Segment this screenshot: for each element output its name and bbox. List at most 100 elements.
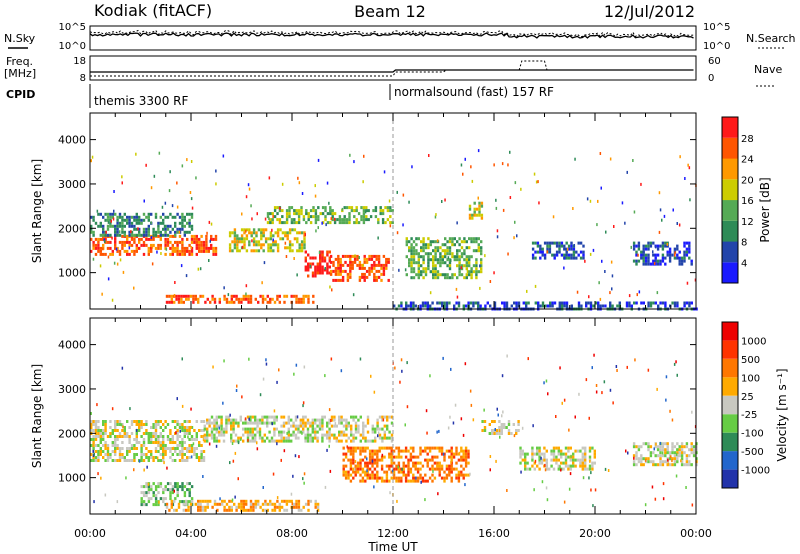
echo-cell <box>534 301 537 305</box>
echo-cell <box>441 255 444 259</box>
echo-cell <box>635 250 638 254</box>
echo-cell <box>213 297 217 301</box>
echo-cell <box>688 250 691 254</box>
echo-cell <box>282 421 286 425</box>
echo-cell <box>572 452 575 456</box>
echo-cell <box>552 452 556 456</box>
echo-cell <box>434 276 437 280</box>
echo-cell <box>164 453 167 456</box>
echo-cell <box>181 500 184 504</box>
echo-cell <box>171 234 174 238</box>
echo-cell <box>417 237 420 241</box>
echo-cell <box>166 447 170 450</box>
echo-cell <box>374 436 377 440</box>
echo-cell <box>307 262 310 266</box>
echo-cell <box>538 201 540 205</box>
echo-cell <box>157 423 160 426</box>
echo-cell <box>300 297 303 301</box>
echo-cell <box>685 463 689 467</box>
echo-cell <box>245 234 249 238</box>
echo-cell <box>448 301 451 305</box>
echo-cell <box>326 221 330 225</box>
echo-cell <box>172 446 175 450</box>
echo-cell <box>517 301 521 305</box>
echo-cell <box>311 421 314 425</box>
echo-cell <box>104 233 107 237</box>
echo-cell <box>230 418 233 422</box>
echo-cell <box>441 249 444 253</box>
echo-cell <box>654 463 657 467</box>
echo-cell <box>688 247 691 251</box>
echo-cell <box>450 455 453 459</box>
echo-cell <box>197 508 200 512</box>
echo-cell <box>659 259 662 263</box>
echo-cell <box>336 218 339 222</box>
echo-cell <box>261 281 263 285</box>
echo-cell <box>203 433 206 437</box>
echo-cell <box>251 430 254 434</box>
echo-cell <box>152 503 155 507</box>
echo-cell <box>360 206 363 210</box>
echo-cell <box>416 461 420 465</box>
echo-cell <box>330 418 334 422</box>
echo-cell <box>140 503 143 507</box>
echo-cell <box>152 456 155 459</box>
echo-cell <box>585 301 588 305</box>
echo-cell <box>664 451 667 455</box>
echo-cell <box>448 473 451 477</box>
echo-cell <box>261 502 265 506</box>
echo-cell <box>637 247 641 251</box>
echo-cell <box>495 459 497 463</box>
echo-cell <box>410 267 413 271</box>
echo-cell <box>344 476 348 480</box>
echo-cell <box>114 233 117 237</box>
echo-cell <box>343 218 346 222</box>
echo-cell <box>380 266 383 270</box>
echo-cell <box>242 439 245 443</box>
echo-cell <box>369 215 373 219</box>
echo-cell <box>472 264 476 268</box>
echo-cell <box>114 420 117 423</box>
echo-cell <box>142 503 146 507</box>
echo-cell <box>438 467 441 471</box>
echo-cell <box>176 249 179 253</box>
echo-cell <box>314 209 318 213</box>
echo-cell <box>246 436 250 440</box>
echo-cell <box>366 415 370 419</box>
echo-cell <box>285 436 288 440</box>
echo-cell <box>436 258 440 262</box>
echo-cell <box>661 256 665 260</box>
echo-cell <box>383 446 386 450</box>
echo-cell <box>390 452 393 456</box>
echo-cell <box>212 249 215 253</box>
echo-cell <box>303 240 306 244</box>
echo-cell <box>252 243 256 247</box>
echo-cell <box>419 446 422 450</box>
echo-cell <box>94 444 98 447</box>
echo-cell <box>345 221 349 225</box>
echo-cell <box>644 253 648 257</box>
echo-cell <box>231 249 234 253</box>
echo-cell <box>178 500 182 504</box>
echo-cell <box>157 450 160 453</box>
echo-cell <box>257 300 260 304</box>
echo-cell <box>145 432 148 435</box>
echo-cell <box>283 499 286 503</box>
echo-cell <box>373 467 377 471</box>
echo-cell <box>206 436 209 440</box>
echo-cell <box>123 456 126 459</box>
echo-cell <box>326 250 329 254</box>
echo-cell <box>237 502 241 506</box>
echo-cell <box>338 218 342 222</box>
echo-cell <box>283 508 286 512</box>
echo-cell <box>442 356 444 360</box>
echo-cell <box>424 479 427 483</box>
echo-cell <box>471 213 474 217</box>
echo-cell <box>316 268 319 272</box>
echo-cell <box>640 460 643 464</box>
echo-cell <box>370 257 374 261</box>
echo-cell <box>314 212 318 216</box>
echo-cell <box>126 249 129 253</box>
echo-cell <box>297 499 301 503</box>
echo-cell <box>293 212 296 216</box>
